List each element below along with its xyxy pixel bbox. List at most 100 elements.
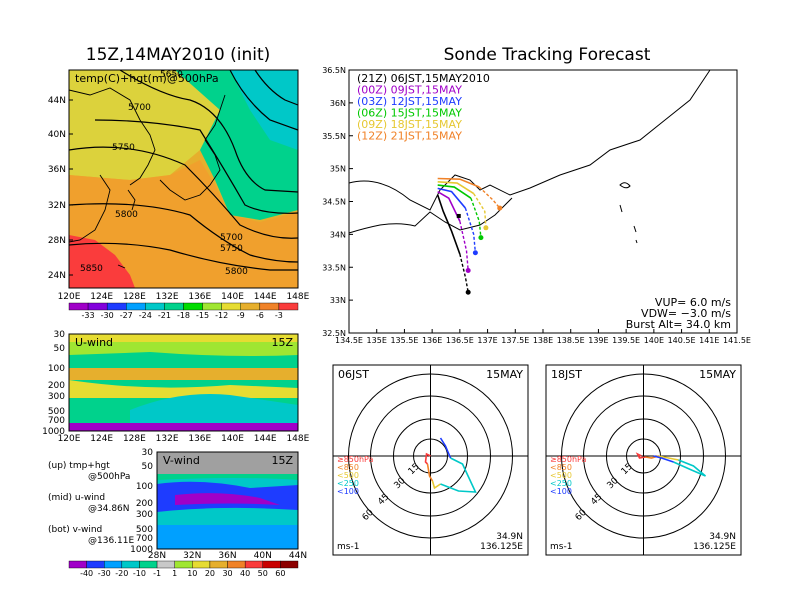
- level-legend: <250: [550, 479, 572, 488]
- upper-panel-label: temp(C)+hgt(m)@500hPa: [75, 72, 219, 85]
- colorbar-label: 40: [240, 569, 250, 578]
- hodo-lon: 136.125E: [480, 542, 523, 552]
- hodograph-trace: [424, 452, 431, 465]
- hodo-lon: 136.125E: [693, 542, 736, 552]
- lat-tick-label: 36N: [218, 551, 236, 561]
- hodo-lat: 34.9N: [496, 532, 523, 542]
- upper-map-panel: 5650 5700 5750 5800 5700 5750 5800 5850 …: [48, 69, 310, 320]
- uwind-label: U-wind: [75, 336, 113, 349]
- hodograph-trace: [440, 457, 477, 493]
- colorbar-label: 20: [205, 569, 215, 578]
- colorbar-label: -21: [158, 311, 171, 320]
- note-mid-2: @34.86N: [88, 504, 130, 514]
- colorbar-swatch: [139, 560, 158, 569]
- lon-tick-label: 144E: [254, 292, 277, 302]
- track-ascent-line: [437, 184, 472, 199]
- colorbar-label: -10: [133, 569, 146, 578]
- lon-tick-label: 124E: [90, 292, 113, 302]
- track-descent-line: [464, 207, 477, 253]
- colorbar-swatch: [278, 302, 299, 311]
- level-legend: <250: [337, 479, 359, 488]
- panel-notes: (up) tmp+hgt @500hPa (mid) u-wind @34.86…: [48, 461, 134, 546]
- lon-tick-label: 132E: [156, 292, 179, 302]
- lat-tick-label: 34N: [330, 230, 346, 239]
- lat-tick-label: 32N: [48, 201, 66, 211]
- track-descent-line: [470, 197, 482, 238]
- colorbar-swatch: [221, 302, 241, 311]
- colorbar-label: -27: [120, 311, 133, 320]
- track-lines: [436, 177, 503, 295]
- uwind-lon-ticks: 120E 124E 128E 132E 136E 140E 144E 148E: [58, 434, 310, 444]
- hodograph-trace: [439, 437, 452, 459]
- colorbar-label: -1: [153, 569, 161, 578]
- colorbar-swatch: [106, 302, 127, 311]
- track-descent-line: [478, 186, 501, 209]
- colorbar-swatch: [227, 560, 246, 569]
- legend-entry: (06Z) 15JST,15MAY: [357, 107, 462, 120]
- vwind-lat-ticks: 28N 32N 36N 40N 44N: [148, 551, 307, 561]
- colorbar-swatch: [259, 302, 280, 311]
- track-descent-line: [459, 253, 469, 293]
- colorbar-label: -18: [177, 311, 190, 320]
- colorbar-label: 60: [275, 569, 285, 578]
- lon-tick-label: 148E: [286, 292, 309, 302]
- legend-entry: (00Z) 09JST,15MAY: [357, 84, 462, 97]
- lat-tick-label: 40N: [48, 130, 66, 140]
- lat-tick-label: 32N: [183, 551, 201, 561]
- lat-tick-label: 44N: [289, 551, 307, 561]
- colorbar-label: -15: [196, 311, 209, 320]
- level-tick-label: 50: [54, 344, 66, 354]
- level-tick-label: 300: [136, 510, 153, 520]
- colorbar-label: 1: [172, 569, 177, 578]
- level-legend: <500: [337, 471, 359, 480]
- colorbar-swatch: [174, 560, 193, 569]
- lat-tick-label: 32.5N: [322, 329, 346, 338]
- colorbar-swatch: [121, 560, 140, 569]
- burst-marker: [456, 213, 461, 218]
- burst-text: Burst Alt= 34.0 km: [626, 318, 731, 331]
- hodo-date: 15MAY: [699, 368, 736, 381]
- landing-point: [472, 250, 478, 256]
- lon-tick-label: 128E: [123, 434, 146, 444]
- lat-tick-label: 44N: [48, 96, 66, 106]
- hodo-date: 15MAY: [486, 368, 523, 381]
- lon-tick-label: 120E: [58, 292, 81, 302]
- landing-point: [465, 268, 471, 274]
- colorbar-label: -33: [82, 311, 95, 320]
- track-lat-ticks: 36.5N 36N 35.5N 35N 34.5N 34N 33.5N 33N 32.5N: [322, 66, 353, 338]
- lon-tick-label: 139.5E: [612, 336, 640, 345]
- level-legend: <100: [550, 487, 572, 496]
- note-up-2: @500hPa: [88, 472, 130, 482]
- hodo-time: 18JST: [551, 368, 582, 381]
- lon-tick-label: 138.5E: [557, 336, 585, 345]
- lon-tick-label: 141.5E: [723, 336, 751, 345]
- track-descent-line: [459, 221, 469, 271]
- lat-tick-label: 33.5N: [322, 263, 346, 272]
- contour-label: 5750: [220, 244, 243, 254]
- vwind-label: V-wind: [163, 454, 200, 467]
- note-bot: (bot) v-wind: [48, 525, 102, 535]
- lon-tick-label: 136E: [188, 292, 211, 302]
- lat-tick-label: 40N: [254, 551, 272, 561]
- lon-tick-label: 136E: [422, 336, 442, 345]
- lon-tick-label: 141E: [699, 336, 719, 345]
- track-ascent-line: [437, 177, 480, 188]
- colorbar-swatch: [156, 560, 175, 569]
- level-legend: <500: [550, 471, 572, 480]
- landing-point: [483, 225, 489, 231]
- level-tick-label: 200: [136, 499, 153, 509]
- level-legend: <100: [337, 487, 359, 496]
- hodograph-trace: [635, 452, 646, 459]
- colorbar-label: 30: [222, 569, 232, 578]
- note-up: (up) tmp+hgt: [48, 461, 110, 471]
- colorbar-label: -30: [101, 311, 114, 320]
- note-bot-2: @136.11E: [88, 536, 134, 546]
- lon-tick-label: 136E: [188, 434, 211, 444]
- lon-tick-label: 124E: [90, 434, 113, 444]
- lat-tick-label: 33N: [330, 296, 346, 305]
- landing-point: [497, 205, 503, 211]
- lon-tick-label: 148E: [286, 434, 309, 444]
